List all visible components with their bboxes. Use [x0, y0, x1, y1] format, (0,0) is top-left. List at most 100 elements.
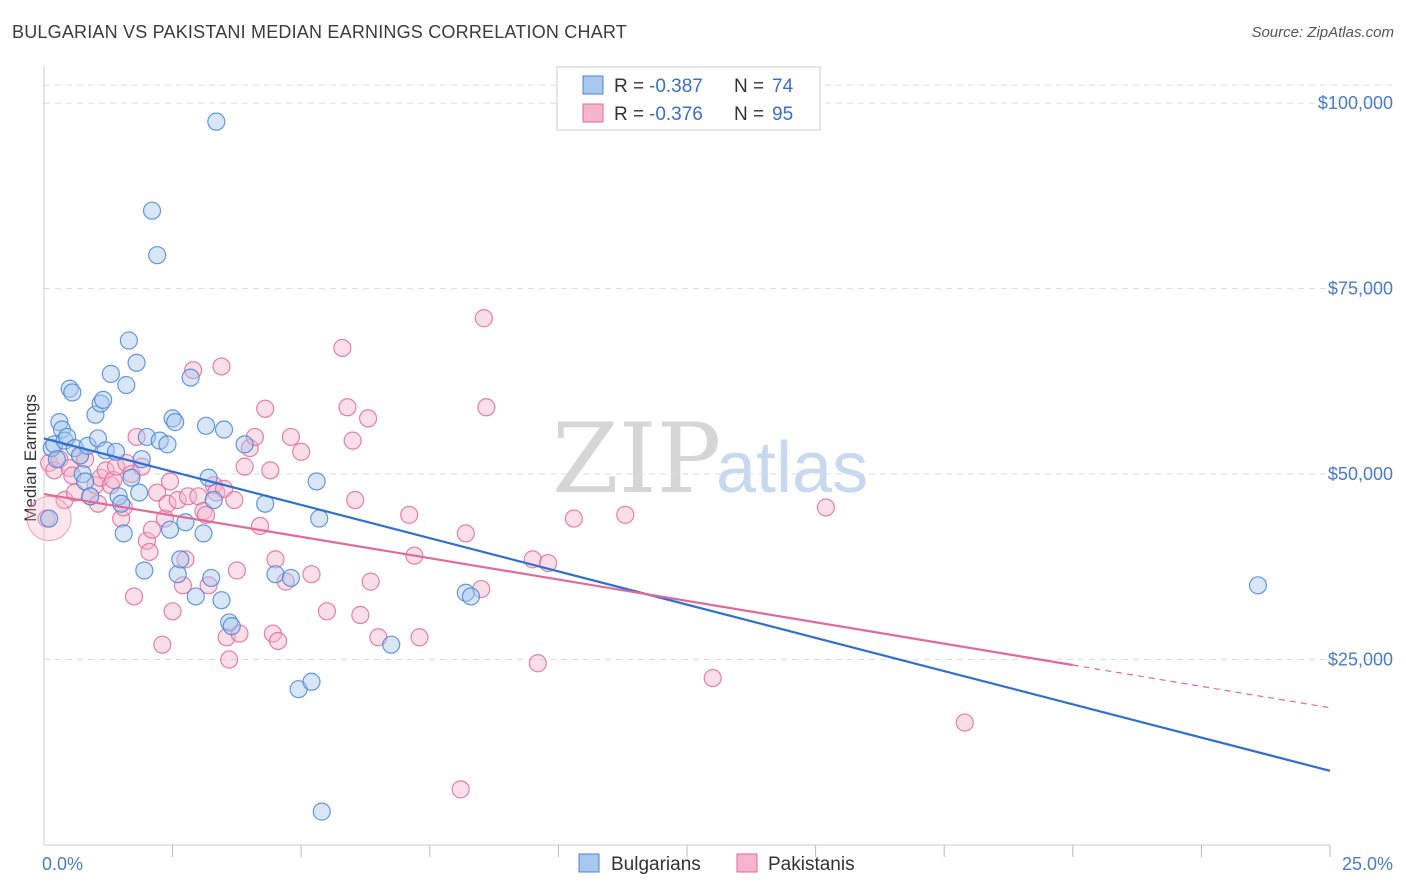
pakistanis-point	[158, 494, 177, 513]
pakistanis-point	[472, 579, 491, 599]
pakistanis-point	[361, 572, 380, 591]
bulgarians-point	[47, 450, 66, 469]
y-axis-label: Median Earnings	[21, 394, 40, 522]
pakistanis-point	[333, 338, 352, 358]
bulgarians-point	[196, 416, 216, 435]
bulgarians-point	[204, 490, 223, 510]
bulgarians-point	[73, 464, 92, 484]
bulgarians-point	[40, 509, 59, 528]
bulgarians-point	[158, 435, 177, 454]
bulgarians-point	[212, 591, 231, 610]
pakistanis-trend-line	[43, 492, 1073, 667]
pakistanis-point	[955, 713, 974, 732]
pakistanis-point	[400, 505, 419, 524]
bottom-legend-swatch-pakistanis	[736, 853, 758, 873]
pakistanis-point	[199, 576, 218, 595]
bulgarians-point	[166, 413, 185, 432]
legend-r-label-pakistanis: R =	[614, 104, 644, 125]
bulgarians-point	[94, 390, 113, 409]
pakistanis-point	[220, 650, 239, 669]
bulgarians-point	[281, 568, 301, 588]
bulgarians-point	[135, 561, 154, 580]
bulgarians-point	[86, 405, 105, 424]
legend-n-value-pakistanis: 95	[772, 104, 793, 125]
legend-r-label-bulgarians: R =	[614, 76, 644, 97]
legend-r-value-pakistanis: -0.376	[649, 104, 703, 125]
legend-swatch-bulgarians	[582, 75, 604, 95]
bulgarians-point	[194, 524, 213, 543]
pakistanis-point	[256, 399, 275, 418]
legend-n-value-bulgarians: 74	[772, 76, 794, 97]
pakistanis-point	[358, 409, 378, 428]
pakistanis-point	[266, 550, 285, 569]
bulgarians-point	[148, 246, 167, 265]
pakistanis-point	[127, 427, 146, 447]
bulgarians-point	[63, 383, 82, 402]
pakistanis-point	[184, 361, 203, 380]
pakistanis-point	[268, 631, 288, 651]
source-label: Source: ZipAtlas.com	[1251, 24, 1394, 41]
pakistanis-point	[142, 520, 162, 539]
pakistanis-point	[227, 561, 246, 580]
pakistanis-point	[528, 654, 547, 673]
bulgarians-points	[40, 112, 1268, 821]
pakistanis-point	[176, 550, 195, 569]
pakistanis-point	[346, 490, 365, 510]
pakistanis-point	[456, 524, 475, 543]
bulgarians-point	[461, 587, 481, 606]
legend-n-label-pakistanis: N =	[734, 104, 764, 125]
bulgarians-point	[117, 375, 136, 395]
pakistanis-point	[261, 461, 280, 480]
pakistanis-point	[474, 309, 493, 328]
bottom-legend-label-bulgarians: Bulgarians	[611, 854, 701, 875]
bottom-legend-swatch-bulgarians	[578, 853, 600, 873]
pakistanis-trend-line-extension	[1072, 664, 1331, 709]
bulgarians-point	[307, 472, 326, 491]
pakistanis-point	[703, 668, 722, 688]
bulgarians-point	[199, 468, 218, 487]
pakistanis-point	[351, 605, 370, 625]
trend-lines	[43, 437, 1331, 772]
bulgarians-point	[109, 487, 128, 506]
pakistanis-point	[235, 457, 254, 476]
y-tick-label-75000: $75,000	[1328, 279, 1393, 299]
pakistanis-point	[65, 483, 84, 502]
y-tick-label-25000: $25,000	[1328, 650, 1393, 670]
x-tick-label-end: 25.0%	[1342, 854, 1393, 874]
watermark-atlas: atlas	[716, 428, 868, 508]
legend-n-label-bulgarians: N =	[734, 76, 764, 97]
pakistanis-cluster-point	[26, 496, 72, 542]
bulgarians-point	[302, 672, 321, 691]
pakistanis-point	[112, 509, 131, 528]
pakistanis-point	[148, 483, 167, 502]
legend-r-value-bulgarians: -0.387	[649, 76, 703, 97]
bulgarians-point	[101, 364, 120, 383]
bulgarians-point	[186, 587, 205, 606]
bulgarians-point	[222, 617, 241, 636]
pakistanis-point	[196, 505, 216, 524]
chart-title: BULGARIAN VS PAKISTANI MEDIAN EARNINGS C…	[12, 22, 627, 42]
pakistanis-point	[104, 470, 123, 490]
bulgarians-trend-line	[43, 437, 1331, 772]
bulgarians-point	[114, 524, 133, 543]
bulgarians-point	[119, 331, 138, 350]
bulgarians-point	[160, 520, 180, 539]
pakistanis-point	[160, 472, 180, 491]
pakistanis-point	[616, 505, 635, 524]
pakistanis-point	[137, 531, 156, 550]
y-tick-label-100000: $100,000	[1318, 93, 1393, 113]
gridlines	[44, 84, 1392, 661]
pakistanis-point	[281, 427, 301, 447]
y-tick-labels: $25,000 $50,000 $75,000 $100,000	[1318, 93, 1393, 669]
pakistanis-point	[153, 635, 172, 654]
pakistanis-point	[477, 398, 496, 417]
bulgarians-point	[214, 420, 234, 439]
pakistanis-point	[292, 442, 311, 461]
bulgarians-point	[202, 568, 221, 588]
bulgarians-point	[112, 494, 131, 513]
pakistanis-point	[225, 490, 244, 510]
pakistanis-point	[178, 487, 198, 506]
x-tick-label-start: 0.0%	[42, 854, 83, 874]
pakistanis-point	[163, 602, 182, 621]
